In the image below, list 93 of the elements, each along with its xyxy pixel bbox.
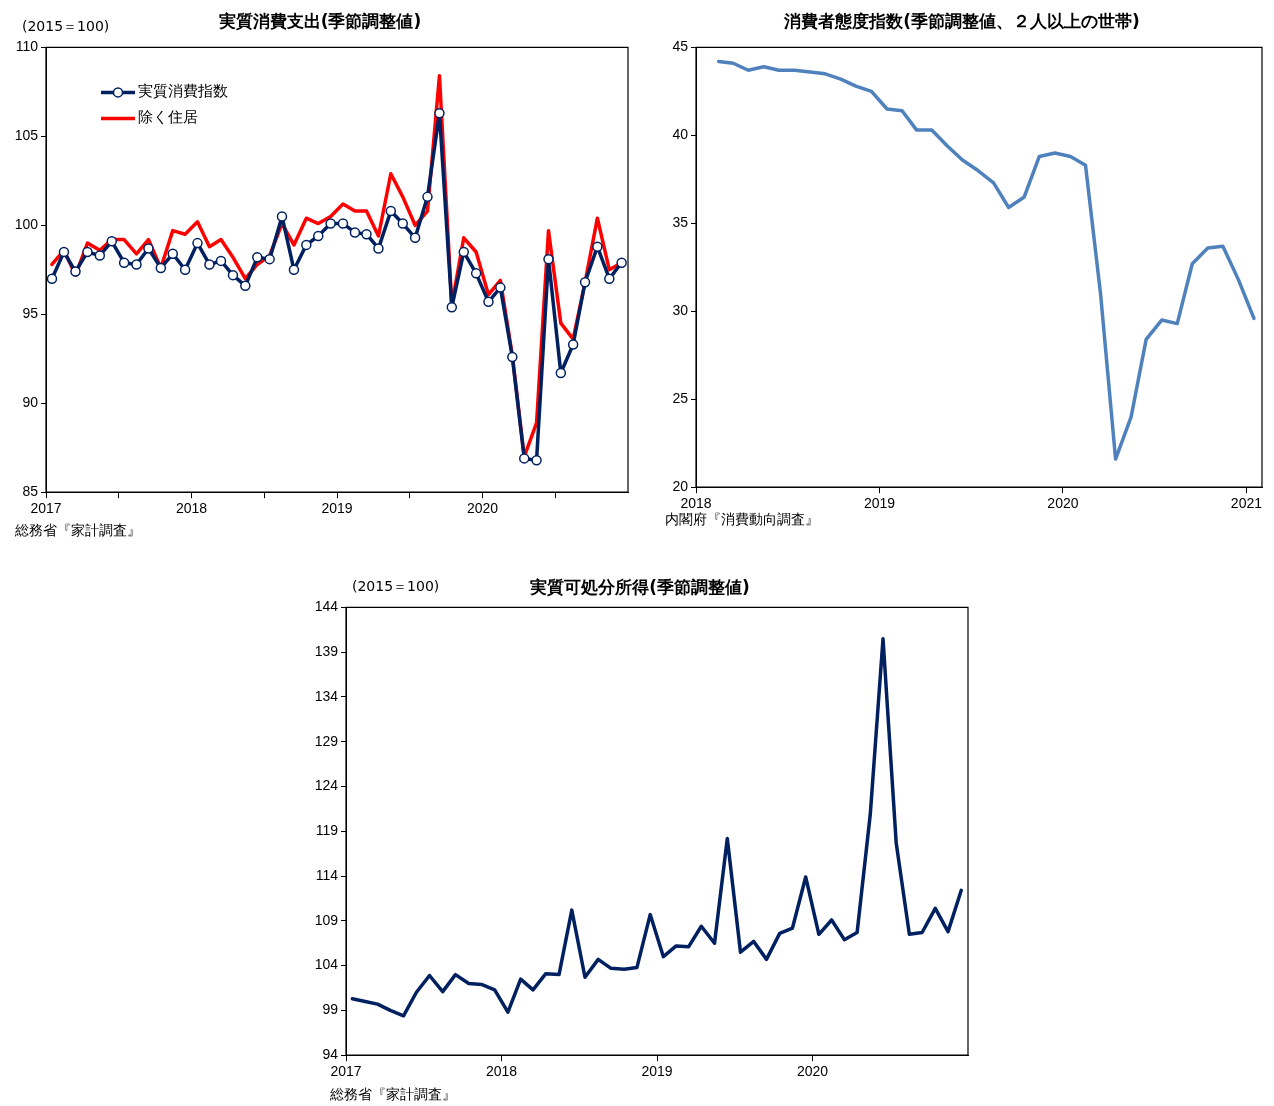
x-tick-label: 2019: [641, 1063, 673, 1080]
x-tick-label: 2020: [466, 500, 499, 517]
y-tick-label: 105: [14, 127, 39, 144]
point: [373, 243, 384, 254]
chart-title: 消費者態度指数(季節調整値、２人以上の世帯): [783, 10, 1141, 33]
y-tick-label: 100: [14, 216, 39, 233]
x-tick-label: 2019: [321, 500, 353, 517]
x-tick-label: 2020: [796, 1063, 829, 1080]
point: [579, 277, 591, 288]
y-tick-label: 90: [22, 394, 39, 411]
point: [409, 232, 421, 244]
y-tick-label: 104: [314, 956, 339, 973]
legend-label: 除く住居: [138, 108, 198, 127]
point: [349, 227, 361, 238]
point: [94, 250, 106, 261]
point: [215, 255, 227, 267]
point: [483, 296, 494, 308]
y-tick-label: 124: [314, 777, 339, 794]
point: [288, 264, 300, 276]
point: [70, 266, 81, 277]
y-tick-label: 144: [314, 598, 339, 615]
y-tick-label: 139: [314, 643, 339, 660]
x-tick-label: 2018: [485, 1063, 518, 1080]
chart-title: 実質消費支出(季節調整値): [218, 11, 422, 31]
point: [531, 454, 542, 466]
point: [470, 268, 482, 279]
x-tick-label: 2018: [175, 500, 208, 517]
point: [240, 280, 251, 292]
text: 総務省『家計調査』: [15, 522, 141, 540]
point: [179, 264, 191, 276]
text: 総務省『家計調査』: [330, 1086, 456, 1104]
y-tick-label: 40: [672, 126, 689, 143]
point: [325, 218, 336, 229]
point: [604, 273, 615, 284]
point: [555, 367, 567, 379]
point: [458, 246, 470, 258]
point: [313, 230, 324, 242]
y-tick-label: 45: [672, 38, 689, 55]
point: [58, 246, 70, 258]
y-tick-label: 114: [315, 866, 339, 883]
y-tick-label: 129: [314, 732, 339, 749]
point: [82, 246, 93, 258]
y-tick-label: 35: [672, 214, 689, 231]
point: [361, 228, 372, 240]
y-axis-title: (2015＝100): [22, 18, 110, 36]
point: [495, 282, 506, 293]
y-tick-label: 85: [22, 483, 39, 500]
y-tick-label: 20: [672, 478, 689, 495]
point: [192, 237, 203, 249]
point: [397, 218, 409, 229]
x-tick-label: 2017: [330, 1063, 362, 1080]
y-tick-label: 109: [314, 911, 339, 928]
y-axis-title: (2015＝100): [352, 578, 440, 596]
point: [434, 107, 445, 119]
point: [385, 205, 397, 217]
y-tick-label: 99: [322, 1001, 339, 1018]
x-tick-label: 2019: [863, 495, 896, 512]
text: 内閣府『消費動向調査』: [665, 511, 819, 529]
point: [46, 273, 58, 284]
x-tick-label: 2017: [30, 500, 62, 517]
y-tick-label: 119: [315, 822, 339, 839]
point: [301, 239, 312, 251]
point: [592, 241, 603, 252]
point: [106, 236, 118, 247]
point: [616, 257, 627, 268]
x-tick-label: 2018: [680, 495, 712, 512]
point: [507, 351, 518, 363]
point: [118, 257, 130, 268]
point: [227, 269, 239, 281]
y-tick-label: 110: [15, 38, 39, 55]
point: [264, 253, 275, 265]
point: [143, 243, 154, 254]
chart-title: 実質可処分所得(季節調整値): [530, 577, 750, 597]
point: [446, 301, 458, 313]
y-tick-label: 95: [22, 305, 39, 322]
point: [337, 218, 349, 229]
point: [131, 259, 142, 270]
point: [167, 248, 179, 260]
point: [518, 453, 530, 464]
legend-label: 実質消費指数: [138, 82, 228, 101]
x-tick-label: 2020: [1047, 495, 1079, 512]
y-tick-label: 134: [314, 687, 339, 704]
point: [567, 339, 579, 350]
point: [252, 252, 263, 263]
y-tick-label: 25: [672, 390, 689, 407]
y-tick-label: 30: [672, 302, 689, 319]
point: [204, 259, 215, 270]
point: [276, 211, 288, 222]
point: [422, 191, 433, 203]
point: [155, 262, 167, 274]
point: [543, 253, 554, 265]
y-tick-label: 94: [322, 1046, 339, 1063]
x-tick-label: 2021: [1230, 495, 1263, 512]
